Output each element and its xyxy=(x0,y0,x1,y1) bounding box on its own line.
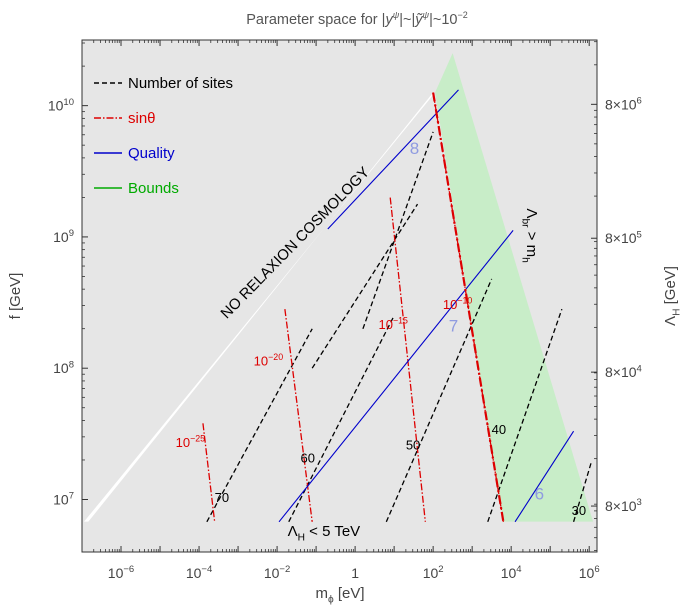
axes-layer: 10−6 10−4 10−2 1 102 104 106 107 108 109 1010 8×103… xyxy=(48,40,643,581)
y-axis-label: f [GeV] xyxy=(7,273,24,320)
x-tick-label-4: 1 xyxy=(351,565,359,581)
y2-tick-label-3: 8×105 xyxy=(605,229,642,246)
y-tick-label-3: 109 xyxy=(53,228,74,245)
regions-layer xyxy=(82,40,597,552)
x-tick-label-2: 10−4 xyxy=(186,564,213,581)
sin-theta-label-4: 10−10 xyxy=(443,296,473,312)
annotation-2: Λbr > mh xyxy=(519,208,540,262)
sin-theta-label-3: 10−15 xyxy=(379,315,409,331)
lambda-h-below-5tev-region xyxy=(82,521,597,552)
y-tick-label-4: 1010 xyxy=(48,97,74,114)
x-tick-label-3: 10−2 xyxy=(264,564,290,581)
quality-label-1: 8 xyxy=(410,139,419,158)
sin-theta-line-3 xyxy=(389,197,426,522)
quality-line-2 xyxy=(278,230,514,523)
annotation-3: ΛH < 5 TeV xyxy=(288,523,361,544)
sin-theta-label-2: 10−20 xyxy=(254,352,284,368)
lines-layer xyxy=(202,89,592,523)
right-axis-label: ΛH [GeV] xyxy=(662,266,683,326)
number-of-sites-line-5 xyxy=(362,131,434,330)
chart-title: Parameter space for |yψ|~|ỹψ|~10−2 xyxy=(246,10,467,28)
number-of-sites-line-3 xyxy=(385,278,493,523)
number-of-sites-line-7 xyxy=(572,462,592,522)
y-tick-label-2: 108 xyxy=(53,359,74,376)
number-of-sites-line-4 xyxy=(311,203,419,369)
number-of-sites-label-2: 60 xyxy=(300,451,314,466)
legend-label-1: Number of sites xyxy=(128,75,233,92)
legend-label-4: Bounds xyxy=(128,180,179,197)
y2-tick-label-1: 8×103 xyxy=(605,497,642,514)
curve-labels-layer: 70 60 50 40 30 10−25 10−20 10−15 10−10 8 7 6 xyxy=(176,139,586,518)
legend-label-3: Quality xyxy=(128,145,175,162)
x-tick-label-5: 102 xyxy=(423,564,444,581)
number-of-sites-label-1: 70 xyxy=(215,490,229,505)
number-of-sites-label-3: 50 xyxy=(406,438,420,453)
number-of-sites-line-2 xyxy=(288,315,395,523)
x-tick-label-7: 106 xyxy=(579,564,600,581)
legend: Number of sites sinθ Quality Bounds xyxy=(94,75,233,197)
sin-theta-line-1 xyxy=(202,423,216,522)
allowed-region-region xyxy=(83,92,436,522)
y2-tick-label-4: 8×106 xyxy=(605,95,642,112)
quality-label-2: 7 xyxy=(449,316,458,335)
number-of-sites-label-6: 40 xyxy=(492,422,506,437)
y-tick-label-1: 107 xyxy=(53,491,74,508)
sin-theta-boundary-line xyxy=(432,92,505,522)
x-tick-label-1: 10−6 xyxy=(108,564,134,581)
quality-label-3: 6 xyxy=(535,484,544,503)
number-of-sites-line-6 xyxy=(487,308,563,523)
legend-label-2: sinθ xyxy=(128,110,156,127)
bounds-band-region xyxy=(435,53,594,522)
number-of-sites-label-7: 30 xyxy=(572,503,586,518)
number-of-sites-line-1 xyxy=(206,328,313,523)
x-tick-label-6: 104 xyxy=(501,564,523,581)
x-axis-label: mϕ [eV] xyxy=(315,585,364,606)
quality-line-3 xyxy=(514,430,575,523)
y2-tick-label-2: 8×104 xyxy=(605,363,643,380)
sin-theta-label-1: 10−25 xyxy=(176,434,206,450)
